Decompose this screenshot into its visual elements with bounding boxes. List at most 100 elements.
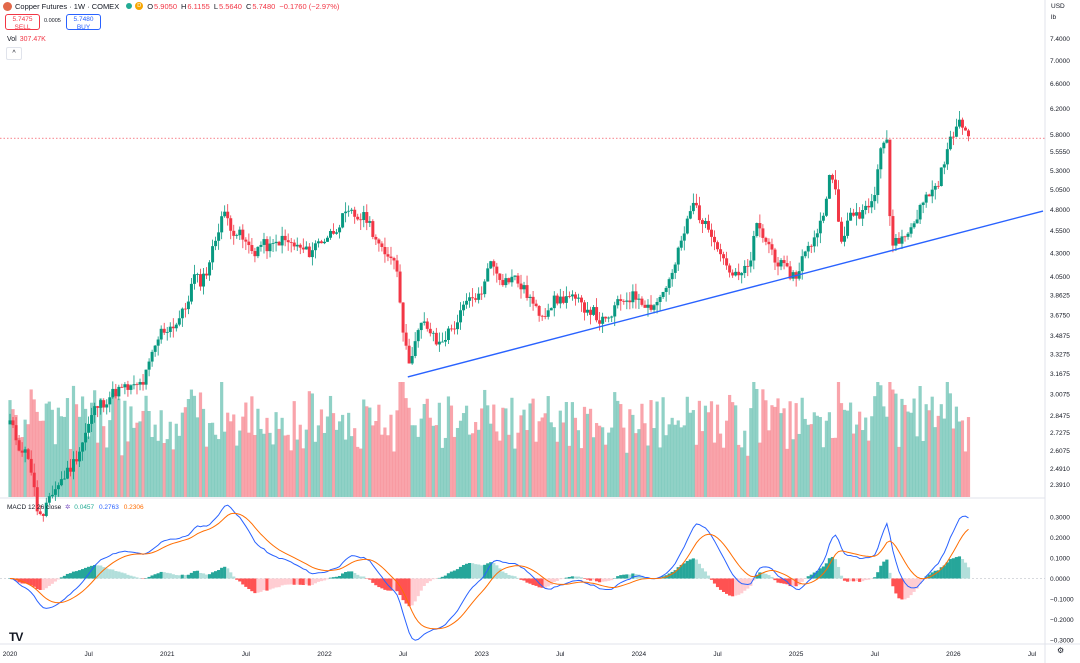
candle-body bbox=[803, 251, 807, 257]
macd-histogram-bar bbox=[573, 576, 578, 579]
macd-histogram-bar bbox=[888, 572, 892, 579]
macd-histogram-bar bbox=[855, 578, 859, 582]
buy-button[interactable]: 5.7480 BUY bbox=[66, 14, 101, 31]
volume-bar bbox=[930, 396, 934, 497]
candle-body bbox=[129, 385, 133, 390]
macd-histogram-bar bbox=[328, 577, 333, 579]
macd-histogram-bar bbox=[286, 578, 290, 585]
time-tick-label: 2025 bbox=[789, 651, 804, 658]
macd-axis[interactable]: 0.3000 0.2000 0.1000 0.0000 −0.1000 −0.2000 −0… bbox=[1050, 515, 1074, 645]
volume-bar bbox=[945, 382, 949, 497]
volume-bar bbox=[62, 416, 67, 497]
trendline[interactable] bbox=[407, 210, 1044, 378]
copper-symbol-icon bbox=[3, 1, 12, 11]
candle-body bbox=[734, 271, 738, 276]
volume-bar bbox=[489, 423, 493, 497]
volume-bar bbox=[431, 425, 435, 497]
candle-body bbox=[492, 261, 496, 267]
volume-bar bbox=[283, 435, 287, 497]
volume-bar bbox=[474, 422, 478, 497]
candle-body bbox=[827, 174, 831, 199]
volume-bar bbox=[507, 434, 511, 497]
candle-body bbox=[906, 233, 910, 237]
candle-body bbox=[81, 442, 85, 452]
macd-histogram-bar bbox=[53, 578, 57, 582]
price-axis[interactable]: 7.4000 7.0000 6.6000 6.2000 5.8000 5.5550 5.30… bbox=[1050, 36, 1070, 489]
macd-histogram-bar bbox=[797, 578, 801, 586]
indicator-settings-icon[interactable]: ✲ bbox=[65, 504, 71, 511]
candle-body bbox=[202, 273, 206, 287]
candle-body bbox=[465, 300, 469, 305]
volume-bar bbox=[622, 427, 626, 497]
candle-body bbox=[486, 268, 490, 282]
macd-histogram-bar bbox=[56, 578, 60, 580]
candle-body bbox=[474, 298, 478, 300]
volume-bar bbox=[640, 403, 644, 497]
price-tick-label: 5.8000 bbox=[1050, 132, 1070, 139]
candle-body bbox=[634, 291, 638, 300]
volume-bar bbox=[809, 424, 813, 497]
candle-body bbox=[498, 273, 502, 280]
candle-body bbox=[93, 406, 97, 416]
macd-histogram-bar bbox=[253, 578, 257, 594]
candle-body bbox=[713, 236, 717, 243]
candle-body bbox=[849, 212, 853, 221]
collapse-legend-button[interactable]: ^ bbox=[6, 47, 22, 60]
volume-bar bbox=[347, 412, 351, 497]
time-tick-label: 2021 bbox=[160, 651, 175, 658]
volume-bar bbox=[241, 416, 245, 497]
volume-bar bbox=[458, 420, 463, 497]
macd-histogram-bar bbox=[265, 578, 269, 591]
candle-body bbox=[295, 244, 299, 247]
macd-histogram-bar bbox=[764, 573, 768, 579]
candle-body bbox=[468, 297, 472, 301]
volume-bar bbox=[59, 416, 63, 497]
time-axis[interactable]: 2020 Jul 2021 Jul 2022 Jul 2023 Jul 2024 Jul 2025 J… bbox=[3, 651, 1037, 658]
volume-bar bbox=[425, 398, 429, 497]
candle-body bbox=[383, 246, 387, 255]
candle-body bbox=[658, 297, 662, 302]
candle-body bbox=[800, 256, 804, 272]
macd-histogram-bar bbox=[404, 578, 408, 604]
volume-bar bbox=[126, 441, 130, 497]
candle-body bbox=[235, 235, 239, 236]
volume-bar bbox=[341, 414, 345, 497]
gear-icon[interactable]: ⚙ bbox=[1057, 646, 1065, 655]
macd-histogram-bar bbox=[401, 578, 405, 601]
volume-bar bbox=[295, 439, 299, 497]
macd-histogram-bar bbox=[628, 574, 632, 579]
macd-histogram-bar bbox=[132, 576, 136, 579]
volume-legend[interactable]: Vol 307.47K bbox=[7, 36, 46, 43]
volume-bar bbox=[522, 409, 526, 497]
candle-body bbox=[673, 264, 677, 273]
candle-body bbox=[761, 228, 765, 238]
candle-body bbox=[413, 341, 417, 357]
volume-bar bbox=[948, 393, 952, 497]
volume-bar bbox=[546, 396, 550, 497]
volume-bar bbox=[649, 400, 653, 497]
volume-bar bbox=[65, 398, 70, 497]
candle-body bbox=[380, 243, 384, 247]
volume-bar bbox=[501, 407, 505, 497]
candle-body bbox=[353, 209, 357, 217]
candle-body bbox=[773, 249, 777, 263]
candle-body bbox=[377, 239, 381, 244]
candle-body bbox=[852, 212, 856, 216]
volume-bar bbox=[815, 415, 819, 497]
sell-button[interactable]: 5.7475 SELL bbox=[5, 14, 40, 31]
volume-bar bbox=[652, 428, 656, 497]
volume-bar bbox=[331, 413, 336, 497]
candle-body bbox=[14, 425, 18, 441]
macd-histogram-bar bbox=[377, 578, 381, 588]
volume-bar bbox=[235, 445, 239, 497]
volume-bar bbox=[598, 425, 602, 497]
candle-body bbox=[304, 246, 308, 250]
macd-legend[interactable]: MACD 12 26 close ✲ 0.0457 0.2763 0.2306 bbox=[7, 503, 144, 511]
price-tick-label: 7.4000 bbox=[1050, 36, 1070, 43]
volume-bar bbox=[298, 424, 302, 497]
volume-bar bbox=[694, 444, 698, 497]
symbol-title[interactable]: Copper Futures · 1W · COMEX bbox=[15, 1, 120, 11]
price-axis-unit[interactable]: USD lb bbox=[1051, 1, 1065, 23]
tradingview-logo[interactable]: TV bbox=[9, 630, 23, 644]
